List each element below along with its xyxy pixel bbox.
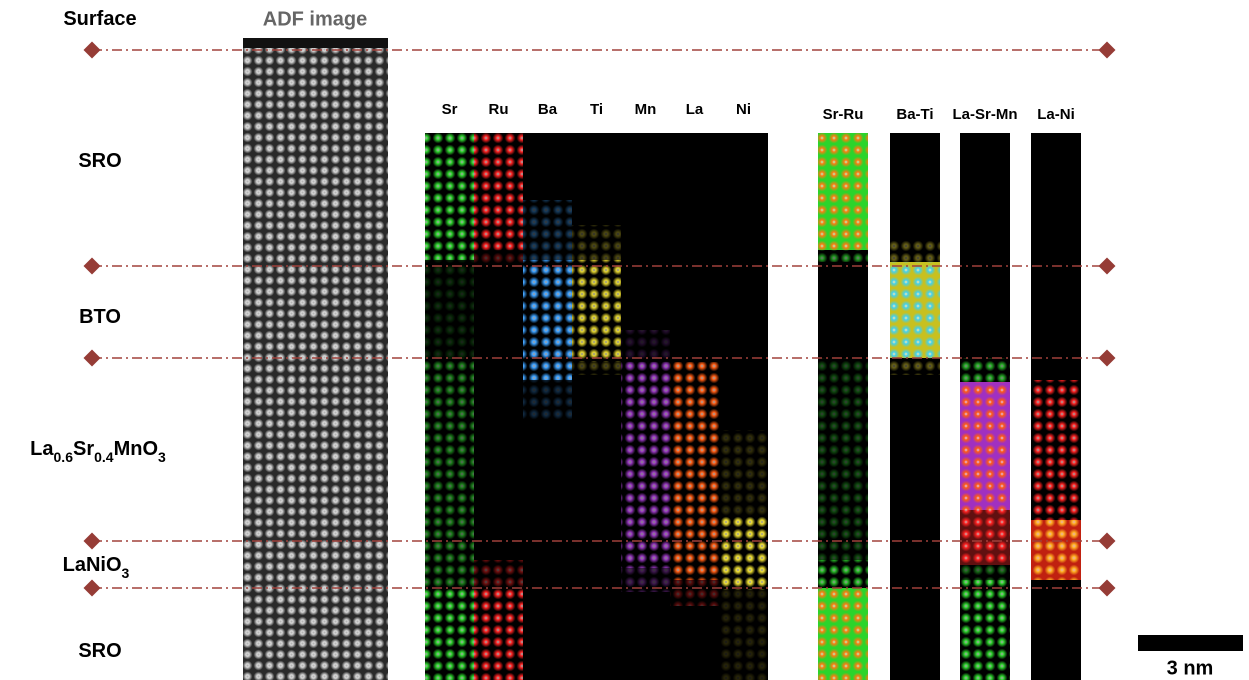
map-signal [572,362,621,375]
map-label: Ba-Ti [896,106,933,123]
layer-label: LaNiO3 [63,554,130,580]
interface-marker [1098,579,1116,597]
label-part: MnO [114,438,158,460]
interface-marker [83,349,101,367]
map-label: Ni [736,101,751,118]
interface-marker [83,41,101,59]
map-signal [890,358,940,375]
interface-marker [1098,257,1116,275]
map-signal [960,510,1010,565]
adf-title: ADF image [263,8,367,30]
interface-marker [83,532,101,550]
map-label: Sr-Ru [823,106,864,123]
composite-map [890,133,940,680]
map-signal [621,330,670,362]
scale-label: 3 nm [1167,657,1214,679]
map-label: Ba [538,101,558,118]
layer-label: La0.6Sr0.4MnO3 [30,438,166,464]
interface-marker [83,257,101,275]
layer-label: BTO [79,306,121,328]
map-signal [818,588,868,680]
layer-label: Surface [63,8,136,30]
label-part: Sr [73,438,94,460]
map-signal [425,358,474,588]
map-label: Sr [442,101,458,118]
label-part: Surface [63,8,136,30]
interface-marker [1098,41,1116,59]
label-part: 0.4 [94,449,114,465]
layer-label: SRO [78,640,121,662]
layer-label: SRO [78,150,121,172]
label-part: BTO [79,306,121,328]
map-signal [621,362,670,568]
map-signal [621,568,670,592]
map-signal [425,260,474,358]
map-signal [474,560,523,588]
label-part: 3 [122,565,130,581]
map-signal [818,250,868,262]
map-label: Ti [590,101,603,118]
map-label: La-Ni [1037,106,1075,123]
map-signal [719,590,768,680]
map-signal [818,133,868,250]
map-signal [572,260,621,362]
map-label: La-Sr-Mn [953,106,1018,123]
label-part: 0.6 [54,449,74,465]
map-signal [960,580,1010,680]
element-map [572,133,621,680]
map-signal [523,200,572,260]
map-signal [818,560,868,588]
map-signal [474,588,523,680]
map-signal [719,515,768,590]
interface-marker [83,579,101,597]
map-signal [960,565,1010,580]
scale-bar [1138,635,1243,651]
map-signal [572,225,621,260]
map-signal [1031,380,1081,520]
map-signal [890,262,940,358]
label-part: 3 [158,449,166,465]
map-signal [523,260,572,380]
map-signal [474,250,523,265]
label-part: La [30,438,54,460]
map-signal [523,380,572,420]
label-part: SRO [78,150,121,172]
map-signal [425,133,474,260]
adf-top [243,38,388,48]
map-signal [890,240,940,262]
map-signal [719,430,768,515]
map-signal [1031,520,1081,580]
maps [243,38,1081,680]
map-label: La [686,101,704,118]
label-part: SRO [78,640,121,662]
map-signal [960,382,1010,510]
map-signal [425,588,474,680]
map-signal [474,133,523,250]
map-signal [818,358,868,560]
map-signal [670,580,719,606]
label-part: LaNiO [63,554,122,576]
map-signal [960,358,1010,382]
map-label: Mn [635,101,657,118]
adf-atoms [243,40,388,680]
interface-marker [1098,532,1116,550]
map-signal [670,362,719,580]
interface-marker [1098,349,1116,367]
map-label: Ru [489,101,509,118]
